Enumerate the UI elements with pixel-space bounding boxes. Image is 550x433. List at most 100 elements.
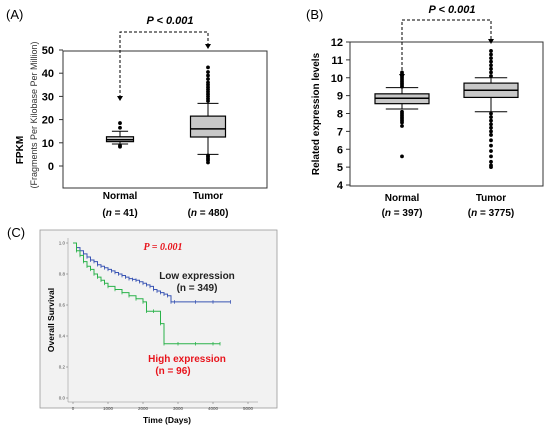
outlier-point: [206, 153, 210, 158]
outlier-point: [206, 77, 210, 81]
n-label-n: n: [106, 208, 112, 219]
n-label-open: (: [382, 208, 386, 219]
y-tick-label: 30: [42, 91, 54, 103]
category-label: Normal: [103, 191, 138, 202]
n-label-rest: = 397): [391, 208, 422, 219]
panel-c-ylabel: Overall Survival: [46, 288, 56, 352]
outlier-point: [489, 125, 493, 130]
outlier-point: [489, 63, 493, 68]
outlier-point: [489, 133, 493, 137]
y-tick-label: 8: [337, 109, 343, 121]
outlier-point: [400, 124, 404, 128]
outlier-point: [489, 49, 493, 53]
outlier-point: [489, 70, 493, 75]
y-tick-label: 0.8: [59, 272, 66, 277]
category-label: Tumor: [193, 191, 223, 202]
legend-low-expression: Low expression: [159, 271, 235, 282]
y-tick-label: 9: [337, 91, 343, 103]
panel-a: (A) FPKM (Fragments Per Kilobase Per Mil…: [6, 7, 268, 219]
outlier-point: [489, 149, 493, 153]
outlier-point: [400, 109, 404, 114]
x-tick-label: 5000: [243, 406, 254, 411]
survival-curve-high-expression: [73, 242, 220, 345]
category-n-label: (n = 397): [382, 208, 423, 219]
category-n-label: (n = 3775): [468, 208, 514, 219]
outlier-point: [489, 74, 493, 78]
x-tick-label: 2000: [138, 406, 149, 411]
n-label-n: n: [471, 208, 477, 219]
panel-a-significance-bracket: [119, 31, 209, 98]
panel-c-frame: [39, 229, 278, 409]
panel-c-pvalue: P = 0.001: [144, 242, 183, 253]
panel-b-pvalue: P < 0.001: [429, 4, 476, 16]
outlier-point: [489, 118, 493, 123]
legend-high-expression: High expression: [148, 354, 226, 365]
y-tick-label: 4: [337, 180, 344, 192]
legend-low-n: (n = 349): [177, 283, 218, 294]
outlier-point: [489, 138, 493, 143]
n-label-rest: = 41): [112, 208, 138, 219]
panel-a-arrow-normal: [117, 96, 123, 101]
category-n-label: (n = 41): [102, 208, 137, 219]
panel-a-ylabel: FPKM: [15, 136, 26, 164]
outlier-point: [489, 129, 493, 134]
category-n-label: (n = 480): [188, 208, 229, 219]
outlier-point: [206, 65, 210, 70]
outlier-point: [489, 59, 493, 64]
y-tick-label: 1.0: [59, 241, 66, 246]
n-label-open: (: [468, 208, 472, 219]
outlier-point: [206, 80, 210, 85]
n-label-open: (: [188, 208, 192, 219]
outlier-point: [206, 70, 210, 74]
panel-b-significance-bracket: [401, 19, 492, 75]
panel-b-frame: [349, 41, 544, 187]
panel-b-arrow-normal: [399, 74, 405, 79]
x-tick-label: 1000: [103, 406, 114, 411]
outlier-point: [489, 115, 493, 119]
y-tick-label: 40: [42, 68, 54, 80]
outlier-point: [206, 73, 210, 78]
panel-a-label: (A): [6, 7, 23, 22]
legend-high-n: (n = 96): [155, 366, 190, 377]
outlier-point: [489, 111, 493, 116]
outlier-point: [489, 154, 493, 159]
outlier-point: [489, 122, 493, 127]
outlier-point: [400, 154, 404, 159]
outlier-point: [489, 56, 493, 60]
category-label: Tumor: [476, 193, 506, 204]
y-tick-label: 11: [331, 55, 343, 67]
panel-c-label: (C): [7, 225, 25, 240]
n-label-n: n: [191, 208, 197, 219]
y-tick-label: 0.2: [59, 365, 66, 370]
panel-c: (C) 0 1000 2000 3000 4000 5000 0.0 0.2 0.4 0.6 0.8…: [7, 225, 278, 425]
x-tick-label: 4000: [208, 406, 219, 411]
box-iqr: [189, 115, 227, 138]
outlier-point: [489, 143, 493, 148]
panel-b-arrow-tumor: [488, 39, 494, 44]
y-tick-label: 7: [337, 126, 343, 138]
x-tick-label: 0: [72, 406, 75, 411]
outlier-point: [489, 159, 493, 164]
y-tick-label: 0.4: [59, 334, 66, 339]
category-label: Normal: [385, 193, 420, 204]
panel-a-pvalue: P < 0.001: [147, 15, 194, 27]
y-tick-label: 6: [337, 144, 343, 156]
y-tick-label: 12: [331, 37, 343, 49]
y-tick-label: 20: [42, 115, 54, 127]
y-tick-label: 0.6: [59, 303, 66, 308]
y-tick-label: 50: [42, 45, 54, 57]
outlier-point: [489, 66, 493, 71]
n-label-open: (: [102, 208, 106, 219]
outlier-point: [489, 163, 493, 168]
outlier-point: [118, 121, 122, 125]
y-tick-label: 10: [42, 138, 54, 150]
panel-b-ylabel: Related expression levels: [311, 52, 322, 175]
n-label-rest: = 3775): [477, 208, 514, 219]
y-tick-label: 10: [331, 73, 343, 85]
panel-c-xlabel: Time (Days): [143, 415, 191, 425]
panel-a-frame: [62, 50, 268, 189]
y-tick-label: 5: [337, 162, 343, 174]
panel-b-label: (B): [306, 7, 323, 22]
outlier-point: [489, 52, 493, 57]
